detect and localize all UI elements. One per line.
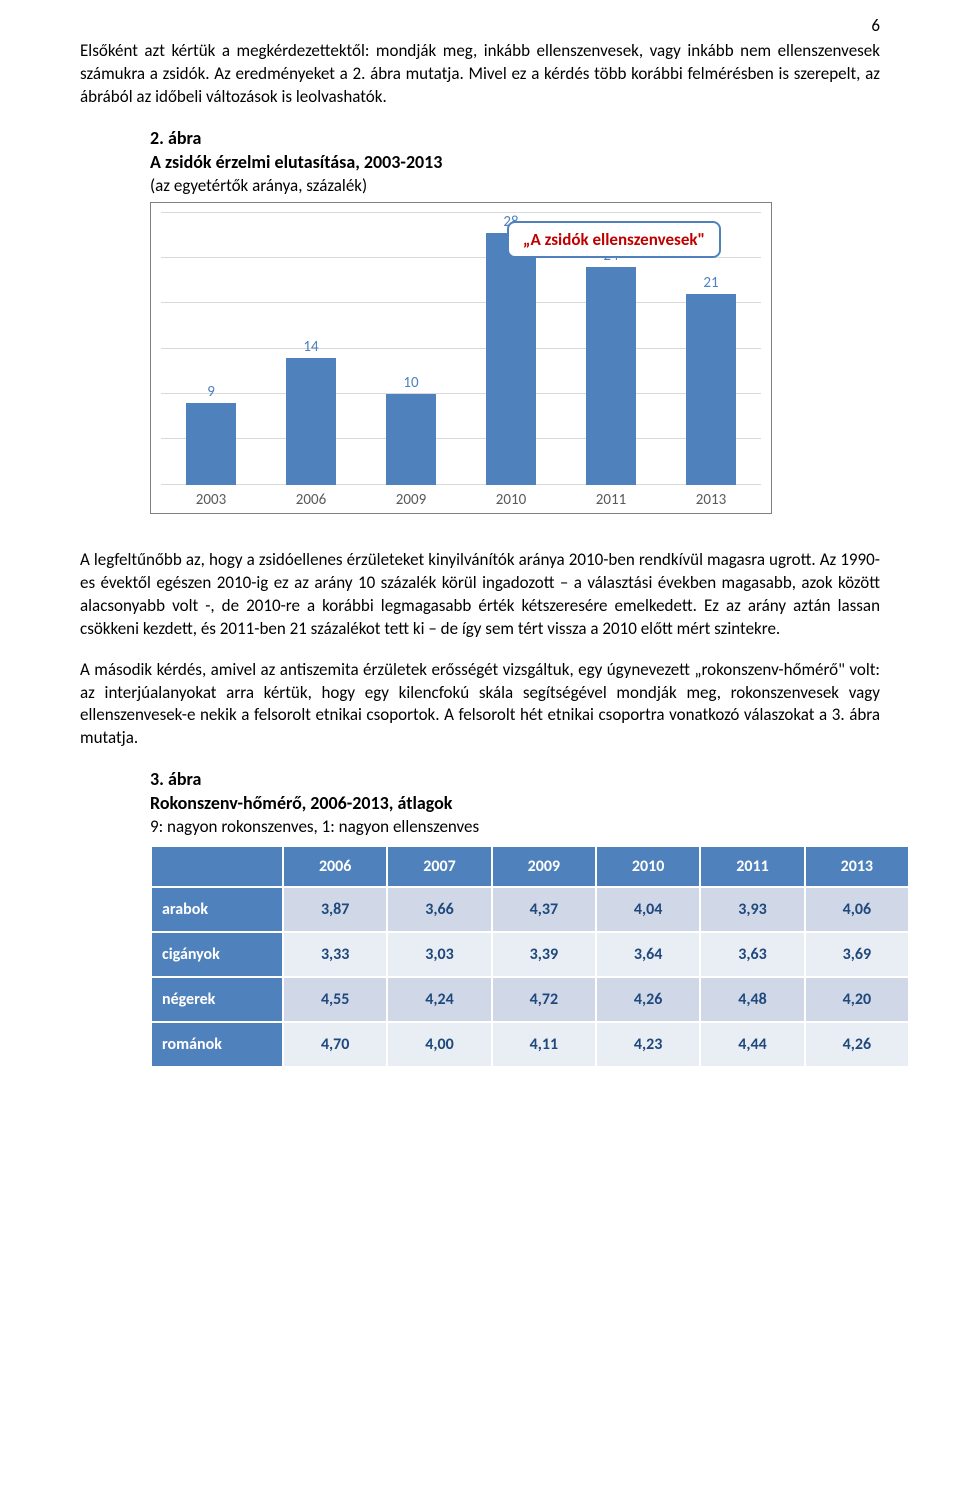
bar-value-label: 9 — [207, 383, 215, 401]
table-cell: 4,00 — [387, 1022, 491, 1067]
table-cell: 3,93 — [700, 887, 804, 932]
table-row-label: cigányok — [151, 932, 283, 977]
table-cell: 4,24 — [387, 977, 491, 1022]
bar-value-label: 21 — [703, 274, 718, 292]
bar-rect — [686, 294, 736, 484]
bar-chart: 91410282421 200320062009201020112013 „A … — [150, 202, 772, 514]
chart-x-label: 2013 — [686, 491, 736, 509]
table-cell: 4,48 — [700, 977, 804, 1022]
figure-3-block: 3. ábra Rokonszenv-hőmérő, 2006-2013, át… — [150, 768, 880, 1068]
paragraph-3: A második kérdés, amivel az antiszemita … — [80, 659, 880, 751]
table-cell: 3,87 — [283, 887, 387, 932]
chart-x-label: 2010 — [486, 491, 536, 509]
table-header-cell: 2006 — [283, 846, 387, 887]
bar-rect — [486, 233, 536, 485]
paragraph-1: Elsőként azt kértük a megkérdezettektől:… — [80, 40, 880, 109]
bar-slot: 10 — [386, 213, 436, 485]
table-row: négerek4,554,244,724,264,484,20 — [151, 977, 909, 1022]
table-cell: 4,20 — [805, 977, 909, 1022]
figure-2-label: 2. ábra — [150, 127, 880, 149]
table-row: arabok3,873,664,374,043,934,06 — [151, 887, 909, 932]
figure-3-title: Rokonszenv-hőmérő, 2006-2013, átlagok — [150, 792, 880, 814]
table-cell: 4,04 — [596, 887, 700, 932]
bar-rect — [586, 267, 636, 485]
table-cell: 4,55 — [283, 977, 387, 1022]
figure-2-block: 2. ábra A zsidók érzelmi elutasítása, 20… — [150, 127, 880, 514]
table-cell: 3,66 — [387, 887, 491, 932]
bar-rect — [186, 403, 236, 485]
bar-value-label: 10 — [403, 374, 418, 392]
table-row-label: arabok — [151, 887, 283, 932]
table-cell: 4,44 — [700, 1022, 804, 1067]
table-row-label: románok — [151, 1022, 283, 1067]
table-cell: 4,06 — [805, 887, 909, 932]
table-row: románok4,704,004,114,234,444,26 — [151, 1022, 909, 1067]
table-cell: 3,64 — [596, 932, 700, 977]
table-cell: 4,37 — [492, 887, 596, 932]
table-header-empty — [151, 846, 283, 887]
figure-3-label: 3. ábra — [150, 768, 880, 790]
table-cell: 3,33 — [283, 932, 387, 977]
table-row: cigányok3,333,033,393,643,633,69 — [151, 932, 909, 977]
page-number: 6 — [871, 15, 880, 36]
table-cell: 4,70 — [283, 1022, 387, 1067]
chart-callout: „A zsidók ellenszenvesek" — [507, 221, 721, 258]
table-cell: 4,72 — [492, 977, 596, 1022]
figure-2-subtitle: (az egyetértők aránya, százalék) — [150, 175, 880, 196]
bar-rect — [286, 358, 336, 485]
table-cell: 3,39 — [492, 932, 596, 977]
chart-x-label: 2011 — [586, 491, 636, 509]
table-header-cell: 2007 — [387, 846, 491, 887]
bar-slot: 9 — [186, 213, 236, 485]
table-header-cell: 2009 — [492, 846, 596, 887]
table-cell: 4,26 — [805, 1022, 909, 1067]
table-header-cell: 2010 — [596, 846, 700, 887]
bar-slot: 14 — [286, 213, 336, 485]
table-cell: 4,23 — [596, 1022, 700, 1067]
bar-rect — [386, 394, 436, 485]
chart-x-label: 2009 — [386, 491, 436, 509]
bar-value-label: 14 — [303, 338, 318, 356]
table-cell: 4,26 — [596, 977, 700, 1022]
figure-3-subtitle: 9: nagyon rokonszenves, 1: nagyon ellens… — [150, 816, 880, 837]
table-cell: 3,69 — [805, 932, 909, 977]
table-header-cell: 2013 — [805, 846, 909, 887]
figure-2-title: A zsidók érzelmi elutasítása, 2003-2013 — [150, 151, 880, 173]
table-cell: 3,63 — [700, 932, 804, 977]
table-header-cell: 2011 — [700, 846, 804, 887]
chart-x-label: 2006 — [286, 491, 336, 509]
table-row-label: négerek — [151, 977, 283, 1022]
sympathy-table: 200620072009201020112013 arabok3,873,664… — [150, 845, 910, 1068]
table-cell: 4,11 — [492, 1022, 596, 1067]
table-cell: 3,03 — [387, 932, 491, 977]
chart-x-label: 2003 — [186, 491, 236, 509]
paragraph-2: A legfeltűnőbb az, hogy a zsidóellenes é… — [80, 549, 880, 641]
